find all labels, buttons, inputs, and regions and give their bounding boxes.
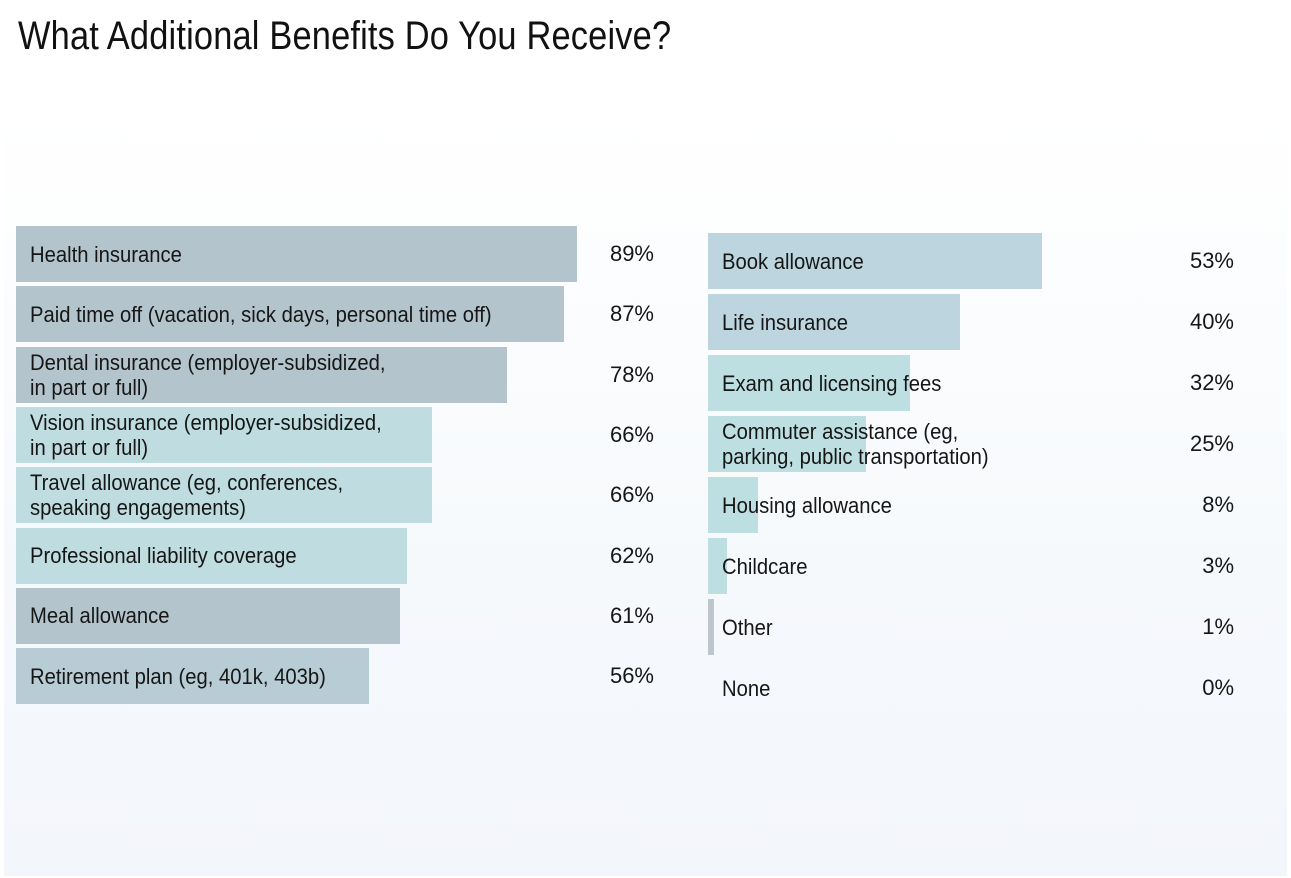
bar: [16, 346, 508, 403]
value-label: 53%: [1189, 248, 1234, 273]
bar-row: Retirement plan (eg, 401k, 403b) 56%: [16, 648, 656, 705]
bar-row: Professional liability coverage 62%: [16, 527, 656, 584]
bar: [16, 226, 577, 282]
bar: [708, 355, 910, 411]
bar: [16, 406, 432, 463]
category-label: Childcare: [722, 553, 808, 579]
bar-row: Exam and licensing fees 32%: [708, 355, 1291, 411]
value-label: 66%: [609, 421, 654, 447]
category-label: Book allowance: [722, 248, 864, 274]
category-label: Commuter assistance (eg, parking, public…: [722, 419, 989, 469]
bar: [16, 648, 369, 705]
bar-row: None 0%: [708, 660, 1291, 716]
bar-row: Life insurance 40%: [708, 294, 1291, 350]
bar-row: Travel allowance (eg, conferences, speak…: [16, 467, 656, 524]
value-label: 25%: [1189, 431, 1234, 456]
category-label: Paid time off (vacation, sick days, pers…: [30, 301, 492, 327]
bar: [708, 416, 866, 472]
category-label: Retirement plan (eg, 401k, 403b): [30, 663, 326, 689]
value-label: 1%: [1202, 614, 1234, 639]
category-label: Housing allowance: [722, 492, 892, 518]
bar-row: Paid time off (vacation, sick days, pers…: [16, 286, 656, 343]
category-label: Exam and licensing fees: [722, 370, 942, 396]
category-label: Other: [722, 614, 773, 640]
value-label: 62%: [609, 542, 654, 568]
value-label: 40%: [1189, 309, 1234, 334]
category-label: Health insurance: [30, 241, 182, 267]
value-label: 32%: [1189, 370, 1234, 395]
chart-title: What Additional Benefits Do You Receive?: [18, 14, 672, 58]
value-label: 3%: [1202, 553, 1234, 578]
bar: [708, 599, 715, 655]
category-label: Travel allowance (eg, conferences, speak…: [30, 470, 344, 521]
bar-row: Other 1%: [708, 599, 1291, 655]
value-label: 87%: [609, 301, 654, 327]
category-label: None: [722, 675, 771, 701]
bar: [708, 477, 759, 533]
value-label: 56%: [609, 663, 654, 689]
value-label: 66%: [609, 482, 654, 508]
bar-row: Meal allowance 61%: [16, 587, 656, 644]
bar-row: Dental insurance (employer-subsidized, i…: [16, 346, 656, 403]
category-label: Professional liability coverage: [30, 543, 297, 568]
category-label: Meal allowance: [30, 603, 170, 629]
value-label: 61%: [609, 602, 654, 628]
right-bar-chart: Book allowance 53% Life insurance 40% Exam a…: [708, 233, 1291, 721]
bar: [708, 294, 960, 350]
bar: [16, 286, 565, 343]
value-label: 0%: [1202, 675, 1234, 700]
bar: [16, 527, 407, 584]
bar-row: Health insurance 89%: [16, 226, 656, 282]
category-label: Dental insurance (employer-subsidized, i…: [30, 349, 386, 400]
bar: [16, 467, 432, 524]
category-label: Vision insurance (employer-subsidized, i…: [30, 409, 382, 460]
bar: [708, 233, 1042, 289]
bar: [708, 538, 727, 594]
bar-row: Book allowance 53%: [708, 233, 1291, 289]
bar-row: Commuter assistance (eg, parking, public…: [708, 416, 1291, 472]
category-label: Life insurance: [722, 309, 849, 335]
bar: [16, 587, 401, 644]
left-bar-chart: Health insurance 89% Paid time off (vacati…: [16, 226, 656, 708]
value-label: 8%: [1202, 492, 1234, 517]
value-label: 78%: [609, 361, 654, 387]
bar-row: Childcare 3%: [708, 538, 1291, 594]
bar-row: Vision insurance (employer-subsidized, i…: [16, 406, 656, 463]
value-label: 89%: [609, 241, 654, 266]
bar-row: Housing allowance 8%: [708, 477, 1291, 533]
